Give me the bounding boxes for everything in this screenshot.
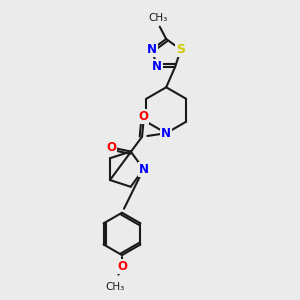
Text: O: O <box>139 110 148 123</box>
Text: CH₃: CH₃ <box>148 13 168 23</box>
Text: O: O <box>117 260 127 273</box>
Text: N: N <box>161 127 171 140</box>
Text: S: S <box>176 43 185 56</box>
Text: N: N <box>139 163 148 176</box>
Text: O: O <box>106 142 116 154</box>
Text: CH₃: CH₃ <box>106 282 125 292</box>
Text: N: N <box>152 60 162 73</box>
Text: N: N <box>147 43 157 56</box>
